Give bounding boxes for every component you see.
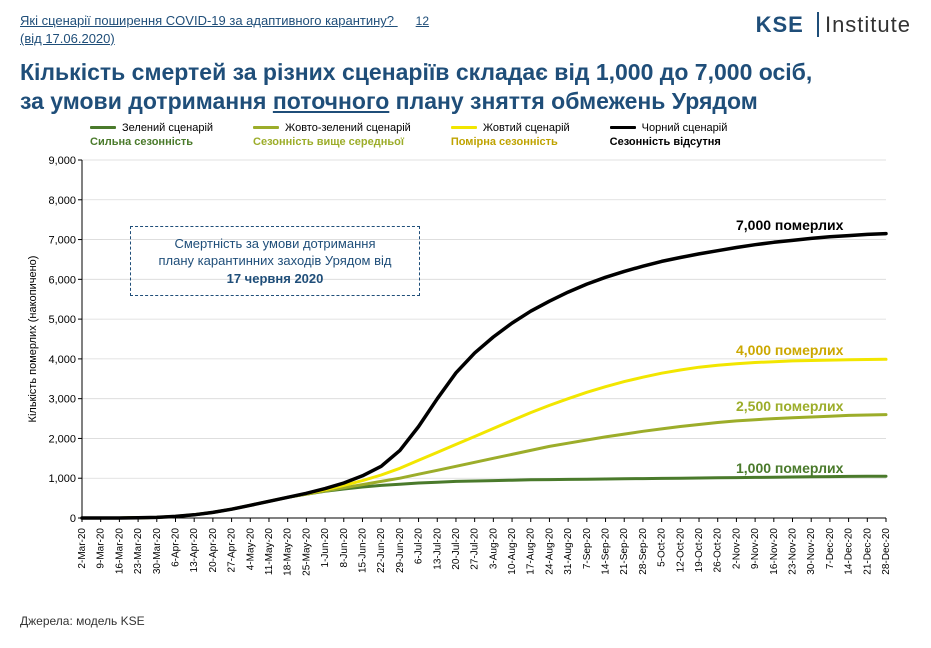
svg-text:31-Aug-20: 31-Aug-20 [563, 527, 574, 574]
title-underlined: поточного [273, 88, 389, 114]
svg-text:19-Oct-20: 19-Oct-20 [694, 527, 705, 572]
svg-text:30-Nov-20: 30-Nov-20 [806, 527, 817, 574]
svg-text:23-Nov-20: 23-Nov-20 [788, 527, 799, 574]
legend-swatch [451, 126, 477, 129]
svg-text:3,000: 3,000 [48, 393, 76, 405]
link-line1: Які сценарії поширення COVID-19 за адапт… [20, 13, 394, 28]
svg-text:9-Mar-20: 9-Mar-20 [96, 527, 107, 568]
svg-text:3-Aug-20: 3-Aug-20 [488, 527, 499, 569]
svg-text:15-Jun-20: 15-Jun-20 [357, 527, 368, 572]
svg-text:1,000: 1,000 [48, 473, 76, 485]
legend-item-green: Зелений сценарій Сильна сезонність [90, 122, 213, 148]
svg-text:16-Mar-20: 16-Mar-20 [114, 527, 125, 574]
legend-swatch [90, 126, 116, 129]
svg-text:9,000: 9,000 [48, 155, 76, 167]
legend-sublabel: Сезонність вище середньої [253, 136, 404, 148]
svg-text:22-Jun-20: 22-Jun-20 [376, 527, 387, 572]
svg-text:11-May-20: 11-May-20 [264, 527, 275, 574]
svg-text:6-Apr-20: 6-Apr-20 [170, 527, 181, 566]
svg-text:21-Sep-20: 21-Sep-20 [619, 527, 630, 574]
svg-text:29-Jun-20: 29-Jun-20 [395, 527, 406, 572]
legend-sublabel: Сильна сезонність [90, 136, 193, 148]
legend-sublabel: Сезонність відсутня [610, 136, 721, 148]
title-line2b: плану зняття обмежень Урядом [389, 88, 757, 114]
title-line1: Кількість смертей за різних сценаріїв ск… [20, 59, 812, 85]
svg-text:12-Oct-20: 12-Oct-20 [675, 527, 686, 572]
svg-text:20-Apr-20: 20-Apr-20 [208, 527, 219, 572]
svg-text:20-Jul-20: 20-Jul-20 [451, 527, 462, 569]
svg-text:1-Jun-20: 1-Jun-20 [320, 527, 331, 567]
legend-item-yellow: Жовтий сценарій Помірна сезонність [451, 122, 570, 148]
svg-text:16-Nov-20: 16-Nov-20 [769, 527, 780, 574]
svg-text:28-Sep-20: 28-Sep-20 [638, 527, 649, 574]
chart-container: 0 1,000 2,000 3,000 4,000 5,000 6,000 7,000 8,00… [20, 152, 911, 612]
svg-text:5,000: 5,000 [48, 314, 76, 326]
svg-text:Кількість померлих (накопичено: Кількість померлих (накопичено) [27, 255, 39, 422]
svg-text:5-Oct-20: 5-Oct-20 [657, 527, 668, 566]
end-label-yellowgreen: 2,500 померлих [736, 398, 843, 414]
scenario-link[interactable]: Які сценарії поширення COVID-19 за адапт… [20, 13, 429, 46]
end-label-green: 1,000 померлих [736, 460, 843, 476]
legend-label: Жовтий сценарій [483, 122, 570, 134]
chart-legend: Зелений сценарій Сильна сезонність Жовто-з… [90, 122, 911, 148]
svg-text:9-Nov-20: 9-Nov-20 [750, 527, 761, 569]
source-text: Джерела: модель KSE [20, 614, 911, 628]
svg-text:2,000: 2,000 [48, 433, 76, 445]
page-title: Кількість смертей за різних сценаріїв ск… [20, 58, 911, 116]
svg-text:14-Sep-20: 14-Sep-20 [601, 527, 612, 574]
svg-text:17-Aug-20: 17-Aug-20 [526, 527, 537, 574]
svg-text:28-Dec-20: 28-Dec-20 [881, 527, 892, 574]
svg-text:7-Sep-20: 7-Sep-20 [582, 527, 593, 569]
svg-text:0: 0 [70, 513, 76, 525]
svg-text:14-Dec-20: 14-Dec-20 [844, 527, 855, 574]
svg-text:21-Dec-20: 21-Dec-20 [862, 527, 873, 574]
svg-text:23-Mar-20: 23-Mar-20 [133, 527, 144, 574]
svg-text:2-Mar-20: 2-Mar-20 [77, 527, 88, 568]
logo-institute: Institute [825, 12, 911, 37]
legend-label: Чорний сценарій [642, 122, 728, 134]
page-number: 12 [416, 14, 429, 28]
legend-label: Зелений сценарій [122, 122, 213, 134]
svg-text:24-Aug-20: 24-Aug-20 [544, 527, 555, 574]
svg-text:30-Mar-20: 30-Mar-20 [152, 527, 163, 574]
end-label-yellow: 4,000 померлих [736, 342, 843, 358]
svg-text:7-Dec-20: 7-Dec-20 [825, 527, 836, 569]
header: Які сценарії поширення COVID-19 за адапт… [20, 12, 911, 48]
legend-swatch [253, 126, 279, 129]
legend-label: Жовто-зелений сценарій [285, 122, 411, 134]
header-left: Які сценарії поширення COVID-19 за адапт… [20, 12, 429, 48]
svg-text:2-Nov-20: 2-Nov-20 [731, 527, 742, 569]
svg-text:25-May-20: 25-May-20 [301, 527, 312, 575]
svg-text:27-Jul-20: 27-Jul-20 [470, 527, 481, 569]
svg-text:10-Aug-20: 10-Aug-20 [507, 527, 518, 574]
svg-text:7,000: 7,000 [48, 234, 76, 246]
kse-logo: KSE Institute [756, 12, 911, 38]
title-line2a: за умови дотримання [20, 88, 273, 114]
legend-sublabel: Помірна сезонність [451, 136, 558, 148]
svg-text:6-Jul-20: 6-Jul-20 [414, 527, 425, 564]
logo-kse: KSE [756, 12, 804, 37]
link-line2: (від 17.06.2020) [20, 31, 115, 46]
svg-text:27-Apr-20: 27-Apr-20 [227, 527, 238, 572]
svg-text:6,000: 6,000 [48, 274, 76, 286]
legend-item-yellowgreen: Жовто-зелений сценарій Сезонність вище се… [253, 122, 411, 148]
svg-text:13-Apr-20: 13-Apr-20 [189, 527, 200, 572]
svg-text:8,000: 8,000 [48, 194, 76, 206]
svg-text:26-Oct-20: 26-Oct-20 [713, 527, 724, 572]
svg-text:8-Jun-20: 8-Jun-20 [339, 527, 350, 567]
svg-text:4-May-20: 4-May-20 [245, 527, 256, 570]
svg-text:13-Jul-20: 13-Jul-20 [432, 527, 443, 569]
legend-item-black: Чорний сценарій Сезонність відсутня [610, 122, 728, 148]
svg-text:4,000: 4,000 [48, 353, 76, 365]
svg-text:18-May-20: 18-May-20 [283, 527, 294, 575]
legend-swatch [610, 126, 636, 129]
end-label-black: 7,000 померлих [736, 217, 843, 233]
note-box: Смертність за умови дотриманняплану кара… [130, 226, 420, 297]
